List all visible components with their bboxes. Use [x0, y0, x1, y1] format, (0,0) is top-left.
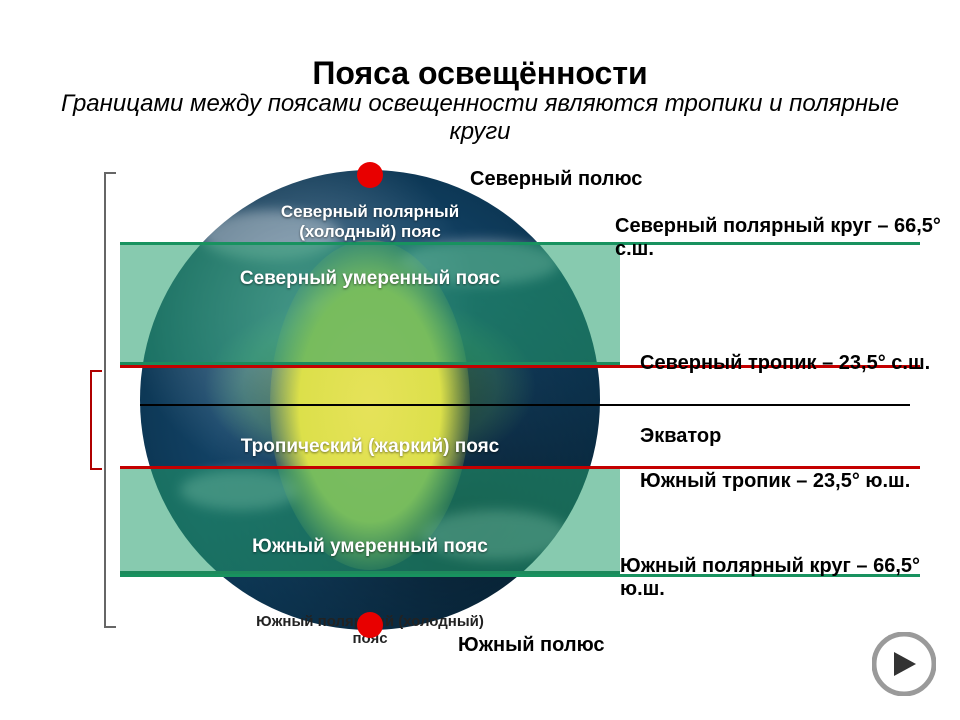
zone-north-temperate: Северный умеренный пояс — [220, 268, 520, 290]
label-north-pole: Северный полюс — [470, 168, 642, 191]
south-pole-dot — [357, 612, 383, 638]
label-antarctic-circle: Южный полярный круг – 66,5° ю.ш. — [620, 555, 950, 601]
label-equator: Экватор — [640, 425, 721, 448]
zone-tropical: Тропический (жаркий) пояс — [220, 436, 520, 458]
label-tropic-cancer: Северный тропик – 23,5° с.ш. — [640, 352, 940, 375]
page-subtitle: Границами между поясами освещенности явл… — [0, 90, 960, 146]
north-temperate-band — [120, 242, 620, 365]
page-title: Пояса освещённости — [0, 55, 960, 92]
label-tropic-capricorn: Южный тропик – 23,5° ю.ш. — [640, 470, 940, 493]
arrow-right-icon — [872, 632, 936, 696]
bracket-outer — [104, 172, 106, 628]
tropic-capricorn-line — [120, 466, 920, 469]
globe-diagram: Северный полярный (холодный) пояс Северн… — [140, 170, 600, 630]
next-button[interactable] — [872, 632, 936, 696]
label-arctic-circle: Северный полярный круг – 66,5° с.ш. — [615, 215, 945, 261]
zone-south-temperate: Южный умеренный пояс — [220, 536, 520, 558]
equator-line — [140, 404, 910, 406]
zone-north-polar: Северный полярный (холодный) пояс — [245, 202, 495, 242]
label-south-pole: Южный полюс — [458, 634, 605, 657]
bracket-inner — [90, 370, 92, 470]
north-pole-dot — [357, 162, 383, 188]
